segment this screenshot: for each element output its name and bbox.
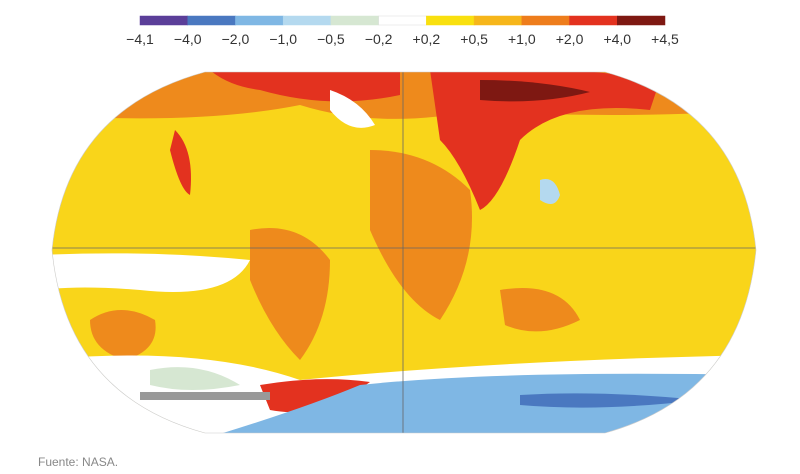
legend-swatch <box>235 15 284 26</box>
legend-label: −4,1 <box>126 31 154 47</box>
legend-label: +4,5 <box>651 31 679 47</box>
legend-label: +0,5 <box>460 31 488 47</box>
legend-swatch <box>569 15 618 26</box>
legend-swatch <box>378 15 427 26</box>
legend-swatch <box>426 15 475 26</box>
legend-swatch <box>139 15 188 26</box>
legend-swatch <box>473 15 523 26</box>
legend-swatch <box>521 15 570 26</box>
legend-label: +2,0 <box>556 31 584 47</box>
source: Fuente: NASA. <box>38 455 119 469</box>
legend-label: −0,5 <box>317 31 345 47</box>
legend-swatch <box>187 15 236 26</box>
legend-swatch <box>330 15 379 26</box>
legend-label: −4,0 <box>174 31 202 47</box>
map-outline <box>51 71 757 434</box>
map <box>52 72 756 433</box>
legend-swatch <box>617 15 666 26</box>
legend-label: −1,0 <box>269 31 297 47</box>
legend-label: −0,2 <box>365 31 393 47</box>
legend-label: +1,0 <box>508 31 536 47</box>
legend-label: −2,0 <box>222 31 250 47</box>
legend-label: +4,0 <box>603 31 631 47</box>
legend-label: +0,2 <box>413 31 441 47</box>
legend-swatch <box>282 15 332 26</box>
